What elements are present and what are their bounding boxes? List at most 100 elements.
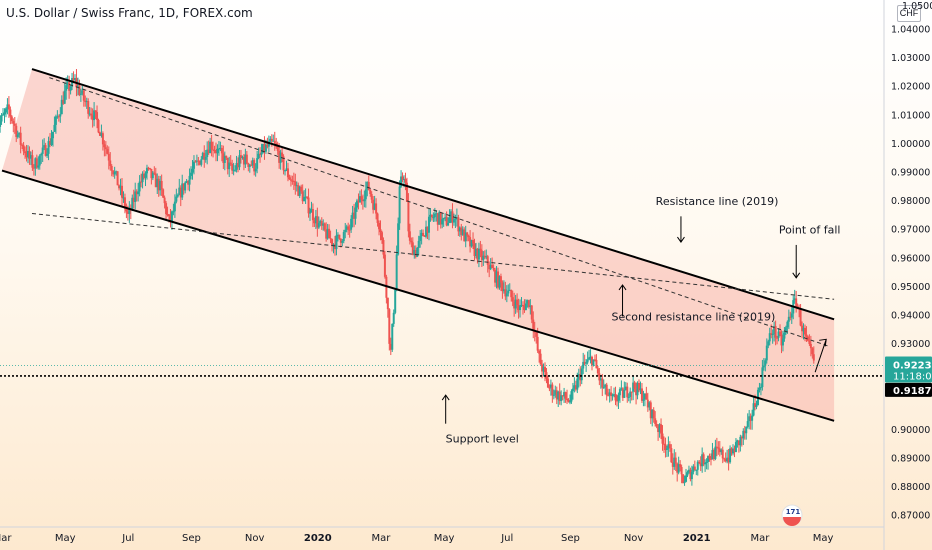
candle-body-235 — [339, 238, 342, 243]
candle-body-96 — [135, 191, 138, 195]
candle-body-27 — [34, 158, 37, 169]
candle-body-156 — [223, 155, 226, 163]
candle-body-471 — [686, 472, 689, 476]
candle-body-228 — [329, 238, 332, 240]
badge-lower — [783, 517, 801, 526]
channel-upper-line — [31, 68, 835, 321]
candle-body-31 — [40, 153, 43, 156]
candle-body-536 — [781, 338, 784, 346]
candle-body-257 — [372, 199, 375, 210]
candle-body-17 — [19, 132, 22, 145]
candle-body-214 — [309, 212, 312, 214]
candle-body-74 — [103, 144, 106, 148]
candle-body-234 — [338, 234, 341, 239]
candle-body-205 — [295, 185, 298, 187]
candle-body-475 — [692, 466, 695, 472]
candle-body-42 — [56, 116, 59, 118]
candle-body-492 — [717, 447, 720, 449]
candle-body-59 — [81, 90, 84, 94]
candle-body-67 — [93, 110, 96, 121]
candle-body-6 — [3, 112, 6, 115]
candle-body-410 — [596, 368, 599, 374]
candle-body-114 — [162, 189, 165, 198]
candle-body-202 — [291, 180, 294, 182]
y-tick-label-6: 0.98000 — [891, 196, 930, 207]
candle-body-16 — [18, 132, 21, 135]
candle-body-49 — [66, 82, 69, 86]
candle-body-11 — [10, 116, 13, 122]
annotations-layer: Resistance line (2019) Point of fall Secon… — [441, 195, 840, 445]
candle-body-508 — [740, 436, 743, 439]
candle-body-70 — [97, 119, 100, 133]
candle-body-89 — [125, 208, 128, 212]
candle-body-320 — [464, 232, 467, 242]
candle-body-534 — [779, 331, 782, 335]
candle-body-51 — [69, 86, 72, 91]
candle-body-446 — [649, 402, 652, 419]
candle-body-113 — [160, 180, 163, 190]
x-axis[interactable]: Mar May Jul Sep Nov 2020 Mar May Jul Sep Nov 2021 Ma… — [0, 526, 884, 544]
candle-body-306 — [444, 217, 447, 219]
candle-body-310 — [450, 211, 453, 218]
candle-body-362 — [526, 300, 529, 304]
candle-body-146 — [209, 141, 212, 154]
candle-body-439 — [639, 388, 642, 391]
candle-body-78 — [109, 160, 112, 166]
candle-body-454 — [661, 433, 664, 444]
logo-badge[interactable]: 171 — [781, 504, 803, 526]
candle-body-179 — [257, 153, 260, 159]
candle-body-459 — [668, 444, 671, 449]
x-tick-label-4: Nov — [245, 533, 265, 544]
candle-body-303 — [439, 212, 442, 225]
candle-body-422 — [614, 394, 617, 401]
candle-body-442 — [643, 393, 646, 400]
candle-body-196 — [282, 156, 285, 171]
candle-body-62 — [85, 101, 88, 103]
candle-body-195 — [281, 152, 284, 157]
currency-badge[interactable]: CHF — [897, 5, 921, 22]
candle-body-90 — [126, 211, 129, 214]
candle-body-161 — [231, 164, 234, 171]
candle-body-218 — [314, 216, 317, 224]
x-tick-label-5: 2020 — [304, 533, 332, 544]
candle-body-414 — [602, 387, 605, 389]
candle-body-407 — [592, 359, 595, 366]
candle-body-516 — [752, 403, 755, 416]
y-tick-label-13: 0.89000 — [891, 454, 930, 465]
candle-body-81 — [113, 171, 116, 175]
candle-body-122 — [173, 201, 176, 212]
candle-body-497 — [724, 459, 727, 462]
candle-body-142 — [203, 152, 206, 160]
candle-body-171 — [245, 154, 248, 164]
y-tick-label-5: 0.99000 — [891, 168, 930, 179]
candle-body-241 — [348, 229, 351, 231]
candle-body-148 — [212, 149, 215, 151]
candle-body-435 — [633, 382, 636, 389]
y-axis[interactable]: 1.04000 1.03000 1.02000 1.01000 1.00000 0.990… — [883, 0, 932, 550]
candle-body-467 — [680, 467, 683, 475]
candle-body-118 — [168, 214, 171, 217]
candle-body-48 — [65, 85, 68, 91]
candle-body-242 — [350, 218, 353, 230]
candle-body-268 — [388, 309, 391, 344]
candle-body-385 — [560, 395, 563, 402]
candle-body-524 — [764, 360, 767, 366]
candle-body-213 — [307, 197, 310, 214]
candle-body-445 — [648, 402, 651, 408]
candle-body-30 — [38, 155, 41, 166]
candle-body-10 — [9, 109, 12, 117]
candle-body-390 — [567, 400, 570, 402]
candle-body-307 — [445, 217, 448, 226]
candle-body-541 — [789, 316, 792, 318]
candle-body-198 — [285, 168, 288, 171]
candle-body-34 — [44, 145, 47, 156]
support-price-value: 0.91870 — [893, 386, 932, 397]
candle-body-20 — [24, 151, 27, 154]
candle-body-13 — [13, 123, 16, 126]
candle-body-160 — [229, 162, 232, 165]
candle-body-324 — [470, 240, 473, 247]
current-price-tag — [885, 356, 932, 383]
candle-body-436 — [635, 388, 638, 396]
candle-body-280 — [405, 182, 408, 202]
